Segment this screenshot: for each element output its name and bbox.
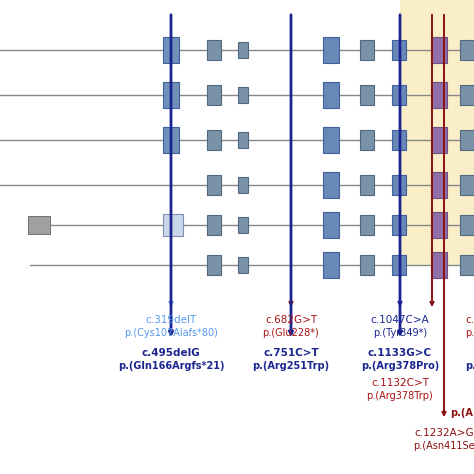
Bar (323, 252, 339, 278)
Bar (163, 127, 179, 153)
Bar (460, 175, 474, 195)
Text: p.(Gln166Argfs*21): p.(Gln166Argfs*21) (118, 361, 224, 371)
Bar (207, 130, 221, 150)
Bar (392, 130, 406, 150)
Bar (238, 177, 248, 193)
Bar (360, 40, 374, 60)
Text: c.495delG: c.495delG (142, 348, 201, 358)
Text: c.751C>T: c.751C>T (263, 348, 319, 358)
Bar (163, 214, 183, 236)
Bar (460, 215, 474, 235)
Text: c.1133G>C: c.1133G>C (368, 348, 432, 358)
Text: p.(Tyr349*): p.(Tyr349*) (373, 328, 427, 338)
Bar (238, 87, 248, 103)
Bar (323, 82, 339, 108)
Text: p.(Arg378Pro): p.(Arg378Pro) (361, 361, 439, 371)
Bar (460, 85, 474, 105)
Bar (392, 175, 406, 195)
Bar (360, 175, 374, 195)
Bar (238, 42, 248, 58)
Bar (323, 212, 339, 238)
Text: c.1232A>G: c.1232A>G (414, 428, 474, 438)
Bar (431, 252, 447, 278)
Text: p.(Arg251Trp): p.(Arg251Trp) (253, 361, 329, 371)
Text: p.(A: p.(A (465, 328, 474, 338)
Bar (431, 82, 447, 108)
Text: c.319delT: c.319delT (146, 315, 197, 325)
Bar (360, 85, 374, 105)
Bar (163, 82, 179, 108)
Bar (238, 217, 248, 233)
Bar (400, 0, 474, 265)
Bar (163, 37, 179, 63)
Text: c.1047C>A: c.1047C>A (371, 315, 429, 325)
Bar (460, 130, 474, 150)
Bar (207, 175, 221, 195)
Bar (392, 40, 406, 60)
Bar (360, 215, 374, 235)
Bar (323, 37, 339, 63)
Bar (392, 85, 406, 105)
Bar (431, 127, 447, 153)
Bar (207, 40, 221, 60)
Bar (431, 37, 447, 63)
Text: p.(Asn411Se: p.(Asn411Se (413, 441, 474, 451)
Bar (360, 255, 374, 275)
Text: p.(Arg378Trp): p.(Arg378Trp) (366, 391, 433, 401)
Bar (360, 130, 374, 150)
Bar (207, 85, 221, 105)
Bar (460, 40, 474, 60)
Bar (323, 172, 339, 198)
Text: p.(Glu228*): p.(Glu228*) (263, 328, 319, 338)
Bar (207, 215, 221, 235)
Bar (28, 216, 50, 234)
Bar (323, 127, 339, 153)
Bar (238, 257, 248, 273)
Bar (207, 255, 221, 275)
Text: c.682G>T: c.682G>T (265, 315, 317, 325)
Bar (460, 255, 474, 275)
Text: c.1132C>T: c.1132C>T (371, 378, 429, 388)
Bar (238, 132, 248, 148)
Text: p.(Cys107Alafs*80): p.(Cys107Alafs*80) (124, 328, 218, 338)
Bar (431, 212, 447, 238)
Text: p.(A: p.(A (450, 408, 473, 418)
Bar (392, 255, 406, 275)
Bar (431, 172, 447, 198)
Text: c.14: c.14 (465, 315, 474, 325)
Bar (392, 215, 406, 235)
Text: p.(A: p.(A (465, 361, 474, 371)
